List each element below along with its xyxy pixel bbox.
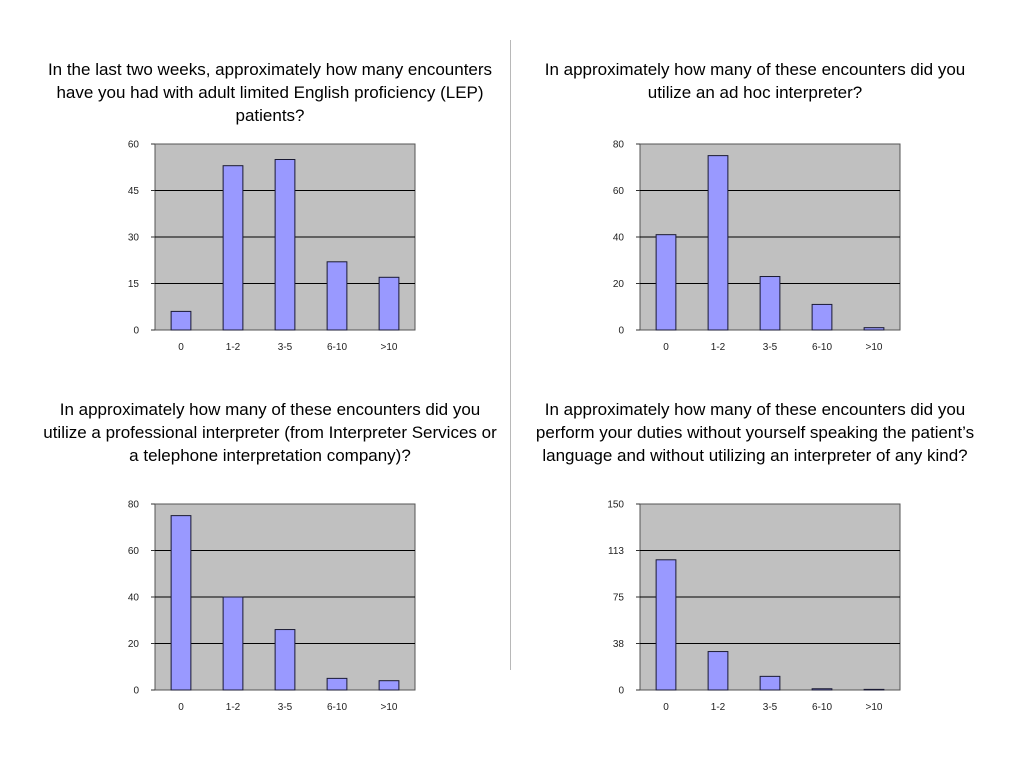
y-tick-label: 60 xyxy=(613,186,625,197)
bar xyxy=(655,234,677,331)
bar xyxy=(655,559,677,691)
bar xyxy=(222,165,244,331)
bar xyxy=(707,155,729,331)
x-tick-label: 3-5 xyxy=(278,342,293,353)
bar xyxy=(326,261,348,331)
x-tick-label: 3-5 xyxy=(763,342,778,353)
bar xyxy=(811,303,833,331)
y-tick-label: 0 xyxy=(133,326,139,337)
y-tick-label: 40 xyxy=(613,233,625,244)
x-tick-label: 0 xyxy=(178,702,184,713)
x-tick-label: 6-10 xyxy=(812,702,832,713)
y-tick-label: 75 xyxy=(613,593,625,604)
x-tick-label: >10 xyxy=(866,342,883,353)
y-tick-label: 0 xyxy=(618,686,624,697)
y-tick-label: 0 xyxy=(618,326,624,337)
bar-chart-no-interpreter: 0 38 75 113 150 0 1-2 3-5 6-10 >10 xyxy=(607,500,901,713)
bar xyxy=(274,159,296,331)
x-tick-label: 1-2 xyxy=(226,702,241,713)
bar-chart-lep-encounters: 0 15 30 45 60 0 1-2 3-5 6-10 >10 xyxy=(128,140,416,353)
y-tick-label: 15 xyxy=(128,279,140,290)
y-tick-label: 113 xyxy=(608,546,624,557)
x-tick-label: >10 xyxy=(381,702,398,713)
chart-title: In approximately how many of these encou… xyxy=(43,400,497,465)
y-tick-label: 60 xyxy=(128,140,140,151)
chart-title: In approximately how many of these encou… xyxy=(544,60,966,102)
bar-chart-ad-hoc-interpreter: 0 20 40 60 80 0 1-2 3-5 6-10 >10 xyxy=(613,140,901,353)
x-tick-label: 0 xyxy=(663,342,669,353)
bar xyxy=(707,651,729,691)
x-tick-label: 1-2 xyxy=(711,342,726,353)
x-tick-label: >10 xyxy=(866,702,883,713)
y-tick-label: 60 xyxy=(128,546,140,557)
x-tick-label: 3-5 xyxy=(763,702,778,713)
chart-title: In approximately how many of these encou… xyxy=(535,400,975,465)
bar xyxy=(274,629,296,691)
y-tick-label: 30 xyxy=(128,233,140,244)
x-tick-label: 0 xyxy=(178,342,184,353)
bar xyxy=(863,688,885,691)
x-tick-label: 6-10 xyxy=(327,342,347,353)
chart-title: In the last two weeks, approximately how… xyxy=(47,60,493,125)
y-tick-label: 20 xyxy=(128,639,140,650)
bar xyxy=(811,688,833,691)
panel-divider xyxy=(510,40,511,670)
bar xyxy=(170,310,192,331)
x-tick-label: 1-2 xyxy=(226,342,241,353)
y-tick-label: 40 xyxy=(128,593,140,604)
bar xyxy=(863,327,885,331)
y-tick-label: 80 xyxy=(128,500,140,511)
bar-chart-professional-interpreter: 0 20 40 60 80 0 1-2 3-5 6-10 >10 xyxy=(128,500,416,713)
y-tick-label: 80 xyxy=(613,140,625,151)
x-tick-label: 1-2 xyxy=(711,702,726,713)
y-tick-label: 38 xyxy=(613,639,625,650)
bar xyxy=(326,677,348,691)
bar xyxy=(378,276,400,331)
x-tick-label: >10 xyxy=(381,342,398,353)
bar xyxy=(222,596,244,691)
x-tick-label: 0 xyxy=(663,702,669,713)
bar xyxy=(170,515,192,691)
y-tick-label: 0 xyxy=(133,686,139,697)
bar xyxy=(378,680,400,691)
y-tick-label: 20 xyxy=(613,279,625,290)
y-tick-label: 45 xyxy=(128,186,140,197)
x-tick-label: 6-10 xyxy=(812,342,832,353)
y-tick-label: 150 xyxy=(607,500,624,511)
bar xyxy=(759,276,781,331)
bar xyxy=(759,675,781,691)
x-tick-label: 3-5 xyxy=(278,702,293,713)
x-tick-label: 6-10 xyxy=(327,702,347,713)
